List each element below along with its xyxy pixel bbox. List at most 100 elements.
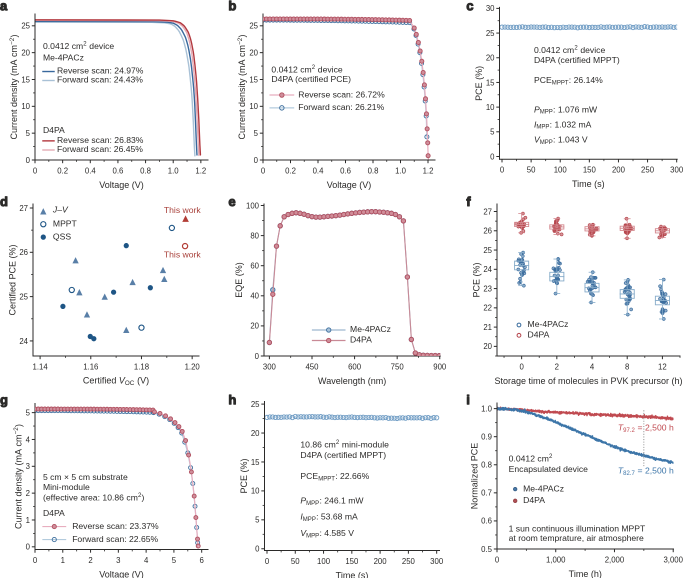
- svg-text:0.5: 0.5: [481, 545, 493, 554]
- svg-text:1.18: 1.18: [134, 362, 149, 371]
- svg-text:Time (s): Time (s): [572, 179, 605, 189]
- svg-text:23: 23: [483, 284, 492, 293]
- svg-text:0: 0: [265, 557, 270, 566]
- svg-text:5: 5: [26, 129, 31, 138]
- svg-text:30: 30: [486, 4, 495, 13]
- svg-text:Voltage (V): Voltage (V): [327, 180, 372, 190]
- svg-text:200: 200: [612, 166, 626, 175]
- svg-text:1.2: 1.2: [195, 166, 206, 175]
- svg-text:Storage time of molecules in P: Storage time of molecules in PVK precurs…: [494, 376, 682, 386]
- svg-text:5: 5: [172, 556, 177, 565]
- svg-text:D4PA (certified MPPT): D4PA (certified MPPT): [534, 55, 620, 65]
- svg-text:C u r r: C u r r e n t d e n s i t y ( m A c m ): [5, 420, 25, 529]
- svg-text:Forward scan: 22.65%: Forward scan: 22.65%: [72, 534, 158, 544]
- svg-text:Reverse scan: 23.37%: Reverse scan: 23.37%: [72, 521, 159, 531]
- svg-text:60: 60: [250, 262, 259, 271]
- svg-text:150: 150: [345, 557, 359, 566]
- svg-text:20: 20: [249, 48, 258, 57]
- svg-text:Forward scan: 24.43%: Forward scan: 24.43%: [57, 75, 143, 85]
- svg-text:Reverse scan: 26.72%: Reverse scan: 26.72%: [298, 89, 385, 99]
- svg-text:Mini-module: Mini-module: [43, 482, 90, 492]
- svg-text:MPPT: MPPT: [53, 218, 78, 228]
- svg-text:0: 0: [500, 166, 505, 175]
- svg-text:300: 300: [430, 557, 444, 566]
- svg-text:2: 2: [555, 362, 559, 371]
- svg-text:0.8: 0.8: [481, 461, 492, 470]
- svg-text:100: 100: [317, 557, 331, 566]
- svg-text:0 . 0 4: 0 . 0 4 1 2 c m d e v i c e 2: [271, 59, 347, 76]
- svg-text:250: 250: [641, 166, 655, 175]
- svg-text:Voltage (V): Voltage (V): [99, 180, 144, 190]
- svg-text:Normalized PCE: Normalized PCE: [469, 443, 479, 510]
- svg-text:450: 450: [305, 362, 319, 371]
- svg-text:C u r r: C u r r e n t d e n s i t y ( m A c m ): [229, 30, 249, 139]
- svg-text:250: 250: [402, 557, 416, 566]
- svg-text:20: 20: [250, 322, 259, 331]
- svg-text:22: 22: [483, 304, 492, 313]
- svg-text:5: 5: [255, 516, 260, 525]
- svg-text:24: 24: [19, 337, 28, 346]
- svg-text:0 . 0 4: 0 . 0 4 1 2 c m d e v i c e 2: [534, 40, 610, 57]
- svg-text:0: 0: [495, 555, 500, 564]
- svg-text:Encapsulated device: Encapsulated device: [509, 464, 589, 474]
- svg-text:0: 0: [26, 543, 31, 552]
- svg-text:Forward scan: 26.45%: Forward scan: 26.45%: [57, 144, 143, 154]
- svg-text:0: 0: [490, 152, 495, 161]
- svg-text:900: 900: [433, 362, 447, 371]
- svg-text:Wavelength (nm): Wavelength (nm): [318, 376, 386, 386]
- svg-text:1.2: 1.2: [423, 166, 434, 175]
- svg-text:P C E :: P C E : 2 2 . 6 6 % M P P T: [300, 466, 373, 484]
- svg-text:0: 0: [254, 156, 259, 165]
- svg-text:D4PA: D4PA: [43, 125, 65, 135]
- svg-text:1 0 . 8: 1 0 . 8 6 c m m i n i - m o d u l e 2: [300, 435, 393, 452]
- svg-text:25: 25: [249, 22, 258, 31]
- svg-text:D4PA: D4PA: [43, 508, 65, 518]
- svg-text:0.2: 0.2: [285, 166, 296, 175]
- svg-text:300: 300: [670, 166, 684, 175]
- svg-text:PCE (%): PCE (%): [474, 66, 484, 101]
- svg-text:Forward scan: 26.21%: Forward scan: 26.21%: [298, 102, 384, 112]
- svg-text:20: 20: [483, 342, 492, 351]
- svg-text:10: 10: [486, 103, 495, 112]
- svg-text:Time (h): Time (h): [569, 569, 602, 578]
- svg-text:0.4: 0.4: [85, 166, 97, 175]
- svg-text:15: 15: [249, 75, 258, 84]
- svg-text:5 cm × 5 cm substrate: 5 cm × 5 cm substrate: [43, 472, 128, 482]
- svg-text:0.8: 0.8: [140, 166, 151, 175]
- svg-text:25: 25: [21, 22, 30, 31]
- svg-text:2,000: 2,000: [605, 555, 625, 564]
- svg-text:0.6: 0.6: [113, 166, 124, 175]
- svg-text:0.8: 0.8: [368, 166, 379, 175]
- svg-text:4: 4: [590, 362, 595, 371]
- svg-text:5: 5: [490, 128, 495, 137]
- svg-text:0.9: 0.9: [481, 433, 492, 442]
- svg-text:Me-4PACz: Me-4PACz: [350, 324, 391, 334]
- svg-text:0: 0: [261, 166, 266, 175]
- svg-text:24: 24: [483, 265, 492, 274]
- svg-text:Voltage (V): Voltage (V): [99, 569, 144, 578]
- svg-text:Me-4PACz: Me-4PACz: [523, 483, 564, 493]
- svg-text:0.6: 0.6: [481, 517, 492, 526]
- svg-text:0: 0: [519, 362, 524, 371]
- svg-text:1.0: 1.0: [395, 166, 407, 175]
- svg-text:V M P P: V M P P : 4 . 5 8 5 V: [300, 523, 354, 541]
- svg-text:EQE (%): EQE (%): [234, 262, 244, 298]
- svg-text:0: 0: [255, 545, 260, 554]
- svg-text:12: 12: [658, 362, 667, 371]
- svg-text:10: 10: [249, 102, 258, 111]
- svg-text:J V –: J V –: [52, 200, 72, 217]
- svg-text:1.14: 1.14: [33, 362, 49, 371]
- svg-text:D4PA (certified MPPT): D4PA (certified MPPT): [300, 450, 386, 460]
- svg-text:This work: This work: [164, 250, 201, 260]
- svg-text:PCE (%): PCE (%): [239, 458, 249, 493]
- svg-text:20: 20: [486, 54, 495, 63]
- svg-text:4: 4: [144, 556, 149, 565]
- svg-text:I M P P: I M P P : 1 . 0 3 2 m A: [534, 114, 592, 132]
- svg-text:at room temprature, air atmosp: at room temprature, air atmosphere: [509, 533, 644, 543]
- svg-text:0: 0: [255, 352, 260, 361]
- svg-text:2: 2: [26, 489, 30, 498]
- svg-text:1.20: 1.20: [185, 362, 201, 371]
- svg-text:Time (s): Time (s): [336, 570, 369, 578]
- svg-text:1.0: 1.0: [168, 166, 180, 175]
- svg-text:50: 50: [527, 166, 536, 175]
